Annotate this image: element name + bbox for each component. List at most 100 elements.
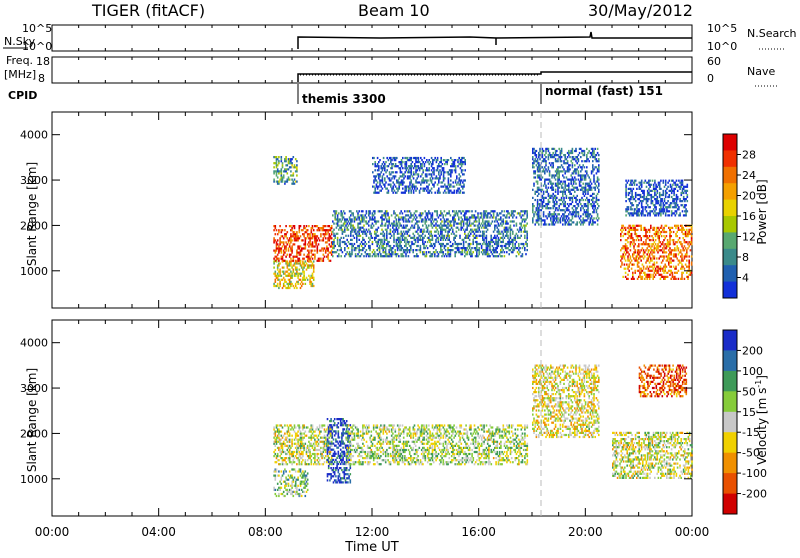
data-cell xyxy=(290,271,292,273)
data-cell xyxy=(675,233,677,235)
data-cell xyxy=(352,245,354,247)
data-cell xyxy=(673,241,675,243)
data-cell xyxy=(358,233,360,235)
data-cell xyxy=(444,235,446,237)
data-cell xyxy=(372,227,374,229)
data-cell xyxy=(525,241,527,243)
data-cell xyxy=(544,170,546,172)
data-cell xyxy=(685,192,687,194)
data-cell xyxy=(453,225,455,227)
data-cell xyxy=(512,216,514,218)
data-cell xyxy=(544,219,546,221)
data-cell xyxy=(451,171,453,173)
data-cell xyxy=(325,225,327,227)
data-cell xyxy=(434,245,436,247)
data-cell xyxy=(642,247,644,249)
data-cell xyxy=(573,189,575,191)
data-cell xyxy=(593,217,595,219)
data-cell xyxy=(448,188,450,190)
nsearch-tick-bottom: 10^0 xyxy=(707,40,737,53)
data-cell xyxy=(361,253,363,255)
data-cell xyxy=(677,204,679,206)
data-cell xyxy=(339,243,341,245)
data-cell xyxy=(406,190,408,192)
data-cell xyxy=(561,181,563,183)
data-cell xyxy=(355,216,357,218)
data-cell xyxy=(408,190,410,192)
data-cell xyxy=(277,168,279,170)
data-cell xyxy=(363,243,365,245)
data-cell xyxy=(631,184,633,186)
data-cell xyxy=(469,245,471,247)
data-cell xyxy=(635,196,637,198)
data-cell xyxy=(344,249,346,251)
data-cell xyxy=(416,169,418,171)
data-cell xyxy=(551,185,553,187)
data-cell xyxy=(472,231,474,233)
data-cell xyxy=(512,233,514,235)
data-cell xyxy=(426,251,428,253)
data-cell xyxy=(342,229,344,231)
data-cell xyxy=(629,214,631,216)
data-cell xyxy=(388,190,390,192)
data-cell xyxy=(572,150,574,152)
data-cell xyxy=(534,199,536,201)
data-cell xyxy=(536,156,538,158)
data-cell xyxy=(420,184,422,186)
data-cell xyxy=(580,156,582,158)
data-cell xyxy=(282,162,284,164)
data-cell xyxy=(376,249,378,251)
data-cell xyxy=(283,237,285,239)
data-cell xyxy=(688,231,690,233)
data-cell xyxy=(684,268,686,270)
data-cell xyxy=(424,247,426,249)
data-cell xyxy=(279,283,281,285)
data-cell xyxy=(323,254,325,256)
data-cell xyxy=(500,212,502,214)
data-cell xyxy=(575,179,577,181)
data-cell xyxy=(392,171,394,173)
data-cell xyxy=(385,161,387,163)
data-cell xyxy=(630,188,632,190)
data-cell xyxy=(500,249,502,251)
data-cell xyxy=(460,190,462,192)
data-cell xyxy=(469,210,471,212)
data-cell xyxy=(370,235,372,237)
data-cell xyxy=(687,194,689,196)
data-cell xyxy=(414,243,416,245)
data-cell xyxy=(598,191,600,193)
data-cell xyxy=(517,251,519,253)
data-cell xyxy=(278,264,280,266)
data-cell xyxy=(405,245,407,247)
data-cell xyxy=(444,177,446,179)
data-cell xyxy=(356,239,358,241)
data-cell xyxy=(438,173,440,175)
data-cell xyxy=(287,237,289,239)
data-cell xyxy=(441,220,443,222)
data-cell xyxy=(397,253,399,255)
data-cell xyxy=(628,180,630,182)
data-cell xyxy=(526,231,528,233)
data-cell xyxy=(416,216,418,218)
data-cell xyxy=(297,277,299,279)
data-cell xyxy=(555,152,557,154)
data-cell xyxy=(474,233,476,235)
data-cell xyxy=(338,255,340,257)
data-cell xyxy=(301,281,303,283)
data-cell xyxy=(345,225,347,227)
data-cell xyxy=(345,235,347,237)
data-cell xyxy=(587,191,589,193)
data-cell xyxy=(587,205,589,207)
data-cell xyxy=(598,168,600,170)
data-cell xyxy=(652,210,654,212)
data-cell xyxy=(448,237,450,239)
data-cell xyxy=(370,225,372,227)
data-cell xyxy=(582,193,584,195)
data-cell xyxy=(291,277,293,279)
freq-tick-top: 18 xyxy=(36,55,50,68)
data-cell xyxy=(648,192,650,194)
data-cell xyxy=(651,260,653,262)
data-cell xyxy=(478,227,480,229)
data-cell xyxy=(378,186,380,188)
